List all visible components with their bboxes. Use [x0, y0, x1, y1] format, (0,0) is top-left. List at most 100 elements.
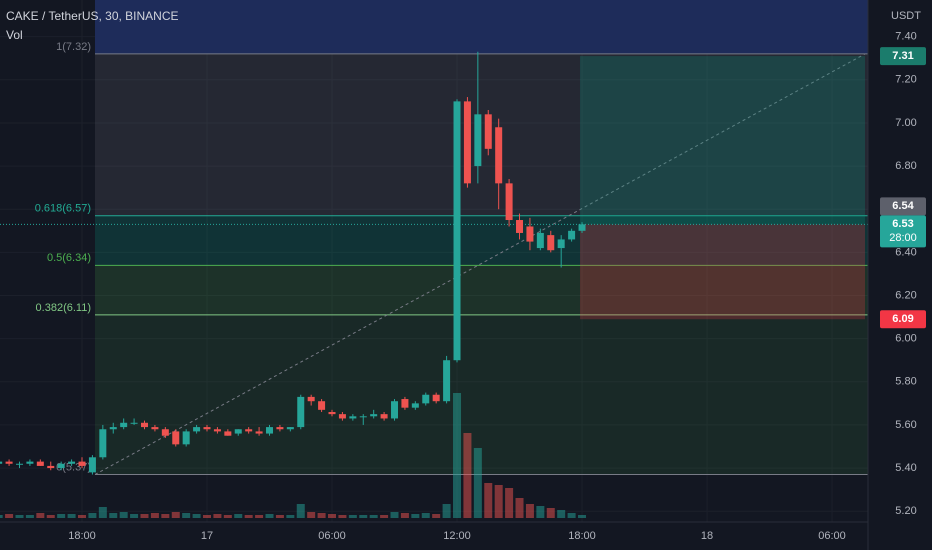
- volume-bar: [411, 514, 420, 518]
- candle-body: [401, 399, 409, 408]
- candle-body: [193, 427, 201, 432]
- candle-body: [141, 422, 149, 428]
- volume-bar: [88, 513, 97, 518]
- y-tick-label: 7.00: [895, 117, 916, 129]
- candle-body: [109, 427, 117, 430]
- candle-body: [5, 461, 13, 464]
- volume-bar: [578, 515, 587, 518]
- candle-body: [495, 127, 503, 184]
- candle-body: [78, 461, 86, 466]
- volume-bar: [213, 514, 222, 518]
- candle-body: [505, 183, 513, 221]
- stop-zone: [580, 224, 865, 320]
- candle-body: [234, 429, 242, 434]
- candle-body: [57, 463, 65, 469]
- volume-bar: [265, 514, 274, 518]
- candle-body: [557, 239, 565, 249]
- y-tick-label: 5.40: [895, 462, 916, 474]
- currency: USDT: [891, 10, 921, 22]
- volume-bar: [390, 512, 399, 518]
- candle-body: [328, 411, 336, 415]
- volume-bar: [119, 512, 128, 518]
- volume-bar: [400, 513, 409, 518]
- candle-body: [203, 427, 211, 430]
- target-zone: [580, 56, 865, 225]
- volume-bar: [286, 515, 295, 518]
- candle-body: [172, 431, 180, 445]
- countdown: 28:00: [889, 232, 917, 244]
- price-label-bg: [880, 215, 926, 248]
- volume-bar: [57, 514, 66, 518]
- volume-bar: [348, 515, 357, 518]
- volume-bar: [25, 515, 34, 518]
- volume-bar: [484, 483, 493, 518]
- volume-bar: [171, 512, 180, 518]
- drawings: 1(7.32)0.618(6.57)0.5(6.34)0.382(6.11)0(…: [0, 0, 868, 476]
- volume-bar: [453, 393, 462, 518]
- volume-bar: [203, 515, 212, 518]
- volume-bar: [463, 433, 472, 518]
- price-label-bg: [880, 310, 926, 329]
- price-label-bg: [880, 47, 926, 66]
- y-tick-label: 6.00: [895, 333, 916, 345]
- volume-bar: [130, 514, 139, 518]
- candle-body: [359, 416, 367, 418]
- fib-label: 0.5(6.34): [47, 252, 91, 264]
- candle-body: [47, 465, 55, 469]
- candle-body: [474, 114, 482, 167]
- fib-label: 1(7.32): [56, 41, 91, 53]
- price-label: 6.09: [892, 313, 913, 325]
- volume-bar: [494, 485, 503, 518]
- chart-title: CAKE / TetherUS, 30, BINANCE: [6, 9, 179, 23]
- volume-bar: [109, 513, 118, 518]
- volume-bar: [525, 504, 534, 518]
- fib-zone: [95, 53, 868, 216]
- volume-bar: [192, 514, 201, 518]
- candle-body: [297, 396, 305, 428]
- candle-body: [266, 427, 274, 434]
- price-axis-bg: [868, 0, 932, 550]
- candle-body: [338, 414, 346, 419]
- volume-bar: [338, 515, 347, 518]
- candle-body: [15, 463, 23, 465]
- fib-label: 0.382(6.11): [36, 302, 91, 314]
- volume-bar: [421, 513, 430, 518]
- y-tick-label: 6.20: [895, 289, 916, 301]
- price-label: 6.54: [892, 200, 914, 212]
- volume-label: Vol: [6, 28, 23, 42]
- volume-bar: [67, 514, 76, 518]
- fib-label: 0.618(6.57): [35, 203, 91, 215]
- fib-zone: [95, 215, 868, 266]
- volume-bar: [255, 515, 264, 518]
- volume-bar: [380, 515, 389, 518]
- x-tick-label: 06:00: [818, 530, 846, 542]
- candle-body: [484, 114, 492, 149]
- candle-body: [443, 360, 451, 402]
- candle-body: [99, 429, 107, 458]
- volume-bar: [369, 515, 378, 518]
- candle-body: [453, 101, 461, 361]
- volume-bar: [536, 506, 545, 518]
- volume-bar: [307, 512, 316, 518]
- x-tick-label: 18:00: [68, 530, 96, 542]
- x-tick-label: 17: [201, 530, 213, 542]
- candle-body: [255, 431, 263, 434]
- candle-body: [432, 394, 440, 402]
- candle-body: [526, 226, 534, 242]
- y-tick-label: 7.40: [895, 31, 916, 43]
- candle-body: [516, 220, 524, 233]
- candle-body: [547, 235, 555, 251]
- y-tick-label: 5.20: [895, 505, 916, 517]
- y-tick-label: 5.60: [895, 419, 916, 431]
- y-tick-label: 6.40: [895, 246, 916, 258]
- x-tick-label: 12:00: [443, 530, 471, 542]
- volume-bar: [5, 514, 14, 518]
- y-tick-label: 6.80: [895, 160, 916, 172]
- volume-bar: [223, 515, 232, 518]
- candle-body: [463, 101, 471, 184]
- candle-body: [318, 401, 326, 410]
- candle-body: [36, 461, 44, 466]
- volume-bar: [473, 448, 482, 518]
